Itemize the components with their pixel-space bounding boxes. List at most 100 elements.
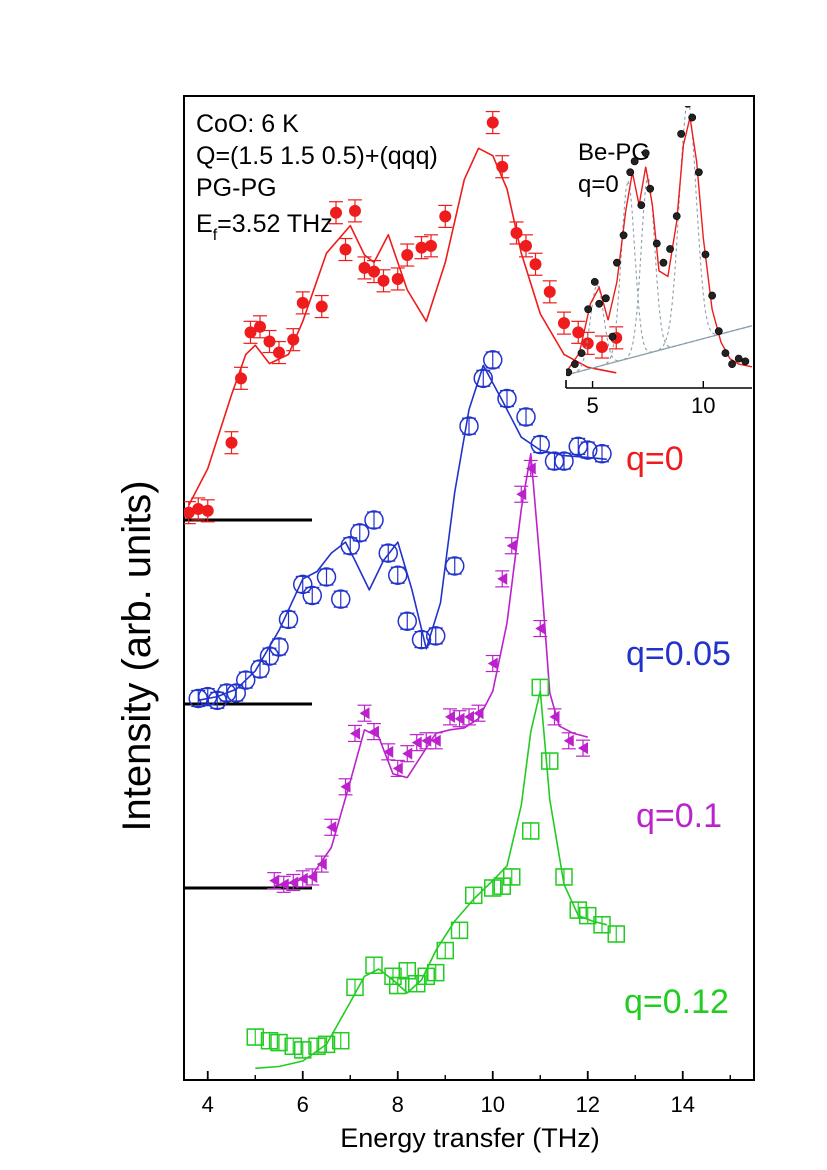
data-point — [267, 872, 282, 890]
annotation-sample: CoO: 6 K — [196, 110, 299, 138]
marker-open-circle — [278, 609, 299, 630]
data-point — [593, 916, 611, 934]
data-point — [493, 877, 511, 895]
data-point — [294, 1041, 312, 1059]
data-point — [428, 732, 443, 750]
data-point — [200, 499, 215, 523]
marker-left-triangle — [350, 727, 360, 740]
data-point — [314, 294, 329, 319]
inset-fit-curve — [566, 117, 752, 373]
data-point — [485, 110, 500, 135]
data-point — [495, 570, 510, 588]
data-point — [607, 925, 625, 943]
data-point — [226, 683, 246, 703]
data-point — [473, 368, 493, 389]
marker-open-square — [389, 976, 407, 995]
inset-x-ticks: 5 10 — [586, 381, 716, 418]
marker-open-square — [294, 1041, 312, 1059]
marker-open-circle — [397, 611, 417, 631]
marker-left-triangle — [525, 462, 536, 475]
data-point — [295, 870, 310, 888]
data-point — [286, 873, 301, 892]
data-point — [481, 71, 495, 93]
data-point — [409, 734, 424, 752]
data-point — [184, 501, 196, 525]
marker-filled-circle — [529, 258, 542, 271]
marker-filled-circle — [496, 160, 509, 173]
marker-left-triangle — [473, 707, 484, 720]
inset-component-peak — [566, 175, 752, 376]
data-point — [579, 906, 597, 925]
data-point — [324, 818, 339, 836]
marker-open-square — [531, 678, 549, 697]
marker-filled-circle — [510, 226, 523, 239]
data-point — [348, 724, 362, 743]
data-point — [443, 708, 457, 726]
marker-open-square — [317, 1035, 336, 1054]
series-label-q-0p05: q=0.05 — [626, 635, 731, 673]
marker-filled-circle — [235, 372, 247, 385]
data-point — [250, 659, 270, 679]
marker-open-circle — [554, 451, 574, 471]
series-label-q-0p12: q=0.12 — [624, 983, 729, 1021]
marker-filled-circle — [468, 69, 479, 80]
data-point — [398, 962, 416, 980]
marker-open-square — [398, 962, 416, 980]
data-point — [246, 1028, 264, 1046]
x-tick-label: 6 — [297, 1092, 309, 1117]
inset-data-point — [694, 168, 703, 177]
marker-open-circle — [530, 434, 550, 455]
marker-left-triangle — [430, 734, 441, 747]
marker-filled-circle — [315, 300, 328, 313]
series-label-q-0p1: q=0.1 — [636, 797, 722, 835]
data-point — [284, 1037, 302, 1055]
marker-left-triangle — [464, 710, 474, 723]
marker-left-triangle — [578, 742, 588, 755]
data-point — [554, 451, 574, 471]
data-point — [350, 523, 370, 543]
marker-left-triangle — [411, 736, 422, 749]
marker-open-circle — [445, 556, 465, 576]
marker-open-square — [555, 868, 573, 886]
marker-open-square — [270, 1033, 288, 1052]
annotation-q-vector: Q=(1.5 1.5 0.5)+(qqq) — [196, 142, 438, 170]
marker-open-circle — [269, 637, 289, 657]
marker-open-square — [332, 1031, 350, 1050]
marker-left-triangle — [549, 710, 560, 723]
series-label-q-0: q=0 — [626, 440, 684, 478]
marker-filled-circle — [296, 296, 309, 309]
inset-data-point — [701, 250, 710, 259]
data-point — [293, 574, 313, 595]
data-point — [348, 199, 362, 223]
data-point — [357, 704, 372, 722]
data-point — [305, 868, 320, 886]
marker-open-square — [579, 906, 597, 925]
marker-filled-circle — [459, 77, 470, 88]
inset-data-point — [566, 368, 573, 377]
marker-left-triangle — [497, 572, 508, 585]
marker-filled-circle — [339, 243, 352, 256]
data-point — [338, 237, 353, 262]
annotation-block: CoO: 6 K Q=(1.5 1.5 0.5)+(qqq) PG-PG Ef=… — [196, 110, 438, 244]
inset-data-point — [601, 294, 610, 303]
data-point — [302, 585, 322, 606]
marker-open-square — [436, 941, 454, 960]
data-point — [557, 311, 571, 335]
data-point — [541, 752, 559, 770]
data-point — [260, 1031, 279, 1050]
marker-filled-circle — [558, 317, 570, 330]
data-point — [295, 291, 310, 315]
data-point — [340, 536, 360, 556]
data-point — [286, 328, 301, 352]
marker-open-square — [569, 901, 587, 919]
marker-filled-circle — [349, 204, 361, 217]
data-point — [571, 320, 586, 344]
data-point — [504, 537, 519, 555]
marker-open-circle — [364, 510, 384, 530]
x-tick-label: 4 — [202, 1092, 214, 1117]
marker-open-circle — [250, 659, 270, 679]
inset-x-tick-label: 10 — [691, 393, 715, 418]
marker-left-triangle — [316, 858, 327, 871]
x-tick-label: 14 — [671, 1092, 695, 1117]
x-tick-label: 12 — [576, 1092, 600, 1117]
